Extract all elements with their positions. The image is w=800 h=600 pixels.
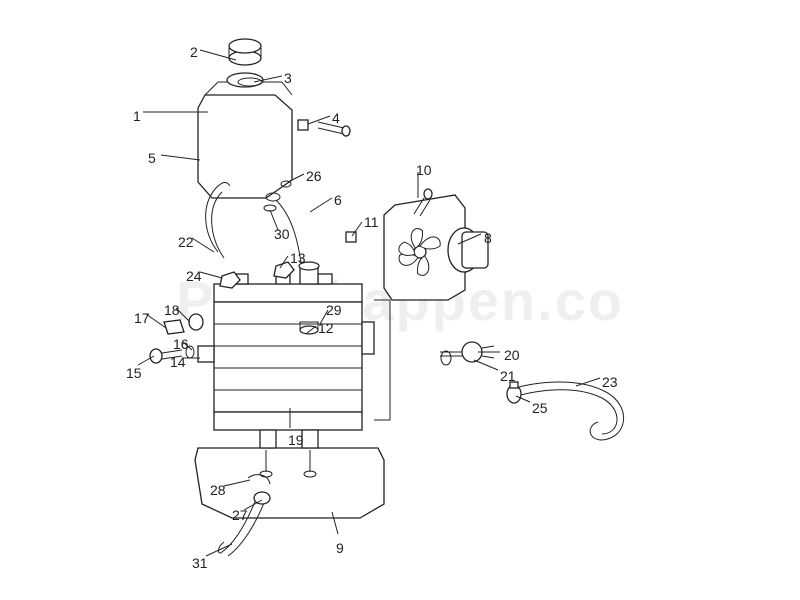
leaders-svg (0, 0, 800, 600)
callout-26: 26 (306, 168, 322, 184)
leader-line (288, 174, 304, 182)
callout-10: 10 (416, 162, 432, 178)
leader-line (206, 544, 232, 556)
callout-20: 20 (504, 347, 520, 363)
callout-11: 11 (364, 214, 379, 230)
leader-line (192, 238, 214, 252)
callout-30: 30 (274, 226, 290, 242)
callout-15: 15 (126, 365, 142, 381)
callout-17: 17 (134, 310, 150, 326)
leader-line (458, 234, 481, 244)
callout-3: 3 (284, 70, 292, 86)
callout-14: 14 (170, 354, 186, 370)
callout-24: 24 (186, 268, 202, 284)
callout-2: 2 (190, 44, 198, 60)
leader-line (224, 480, 250, 486)
leader-line (332, 512, 338, 534)
callout-23: 23 (602, 374, 618, 390)
callout-22: 22 (178, 234, 194, 250)
callout-19: 19 (288, 432, 304, 448)
callout-18: 18 (164, 302, 180, 318)
callout-4: 4 (332, 110, 340, 126)
leader-line (310, 198, 332, 212)
callout-31: 31 (192, 555, 208, 571)
callout-12: 12 (318, 320, 334, 336)
diagram-stage: Partshappen.co (0, 0, 800, 600)
leader-line (352, 222, 362, 236)
callout-6: 6 (334, 192, 342, 208)
callout-9: 9 (336, 540, 344, 556)
leader-line (280, 256, 288, 268)
leader-line (200, 272, 222, 278)
leader-line (576, 378, 600, 386)
callout-21: 21 (500, 368, 516, 384)
callout-13: 13 (290, 250, 306, 266)
leader-line (200, 50, 236, 60)
leader-line (308, 116, 330, 124)
leader-line (474, 360, 498, 370)
callout-28: 28 (210, 482, 226, 498)
callout-25: 25 (532, 400, 548, 416)
callout-27: 27 (232, 507, 248, 523)
leader-line (306, 326, 316, 334)
callout-16: 16 (173, 336, 189, 352)
callout-5: 5 (148, 150, 156, 166)
leader-line (516, 396, 530, 402)
callout-1: 1 (133, 108, 141, 124)
callout-29: 29 (326, 302, 342, 318)
leader-line (161, 155, 200, 160)
callout-8: 8 (484, 230, 492, 246)
leader-line (254, 76, 282, 82)
leader-line (138, 356, 154, 365)
